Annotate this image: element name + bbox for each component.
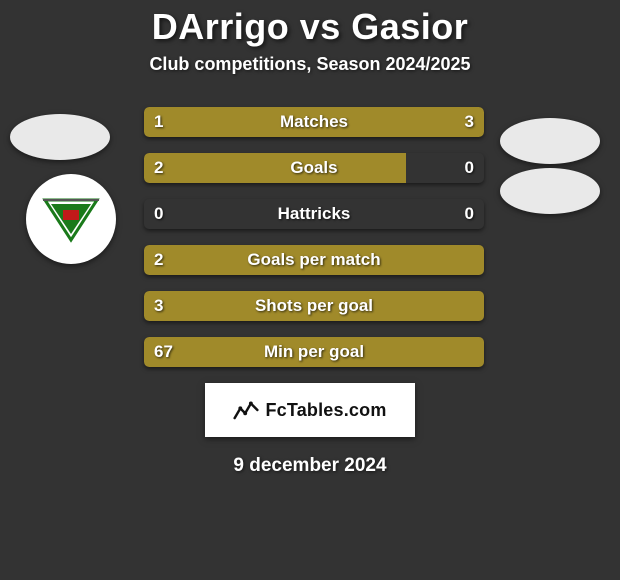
stat-row: 1Matches3: [144, 107, 484, 137]
stat-row: 2Goals0: [144, 153, 484, 183]
player-left-crest-1: [10, 114, 110, 160]
stat-label: Hattricks: [144, 199, 484, 229]
brand-logo-icon: [233, 397, 259, 423]
player-left-crest-2: [26, 174, 116, 264]
stat-row: 67Min per goal: [144, 337, 484, 367]
stat-label: Shots per goal: [144, 291, 484, 321]
player-right-crest-2: [500, 168, 600, 214]
stat-label: Goals per match: [144, 245, 484, 275]
stat-row: 0Hattricks0: [144, 199, 484, 229]
stat-value-right: 0: [465, 199, 474, 229]
stat-row: 3Shots per goal: [144, 291, 484, 321]
stat-row: 2Goals per match: [144, 245, 484, 275]
stat-label: Min per goal: [144, 337, 484, 367]
page-title: DArrigo vs Gasior: [0, 6, 620, 48]
stat-label: Goals: [144, 153, 484, 183]
stat-value-right: 0: [465, 153, 474, 183]
brand-badge: FcTables.com: [205, 383, 415, 437]
subtitle: Club competitions, Season 2024/2025: [0, 54, 620, 75]
player-right-crest-1: [500, 118, 600, 164]
stats-container: 1Matches32Goals00Hattricks02Goals per ma…: [144, 107, 484, 367]
club-pennant-icon: [41, 194, 101, 244]
footer-date: 9 december 2024: [0, 455, 620, 477]
stat-value-right: 3: [465, 107, 474, 137]
brand-text: FcTables.com: [265, 400, 386, 421]
stat-label: Matches: [144, 107, 484, 137]
